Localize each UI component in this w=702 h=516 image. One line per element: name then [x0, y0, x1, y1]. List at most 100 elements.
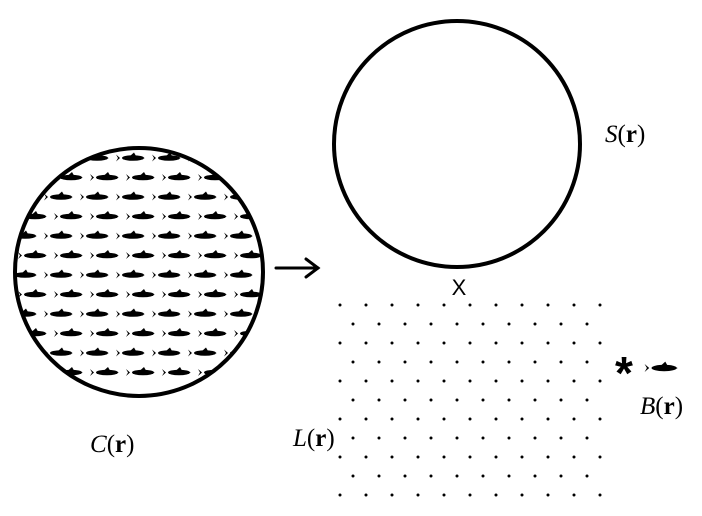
lattice-dot [377, 474, 381, 478]
fish-glyph [188, 347, 217, 357]
lattice-dot [585, 436, 589, 440]
lattice-dot [585, 360, 589, 364]
lattice-dot [338, 379, 342, 383]
lattice-dot [429, 436, 433, 440]
fish-glyph [54, 328, 83, 337]
lattice-dot [455, 360, 459, 364]
lattice-dot [429, 360, 433, 364]
lattice-dot [559, 474, 563, 478]
lattice-dot [442, 341, 446, 345]
lattice-dot [585, 322, 589, 326]
fish-glyph [18, 367, 47, 376]
fish-glyph [188, 308, 217, 318]
lattice-dot [390, 341, 394, 345]
lattice-dot [416, 341, 420, 345]
fish-glyph [162, 328, 191, 337]
lattice-dot [585, 398, 589, 402]
lattice-dot [403, 360, 407, 364]
fish-glyph [15, 347, 37, 357]
lattice-dot [533, 360, 537, 364]
lattice-dot [403, 322, 407, 326]
fish-glyph [54, 250, 83, 259]
fish-glyph [44, 230, 73, 240]
fish-glyph [90, 211, 119, 220]
fish-glyph [126, 211, 155, 220]
fish-glyph [54, 289, 83, 298]
fish-glyph [90, 172, 119, 181]
lattice-dot [468, 455, 472, 459]
fish-glyph [162, 211, 191, 220]
population-circle [13, 146, 265, 398]
lattice-dot [507, 436, 511, 440]
fish-glyph [152, 347, 181, 357]
label-c: C(r) [90, 431, 134, 458]
lattice-dot [338, 493, 342, 497]
fish-glyph [152, 269, 181, 279]
fish-glyph [44, 269, 73, 279]
lattice-dot [364, 379, 368, 383]
fish-glyph [15, 191, 37, 201]
lattice-dot [481, 398, 485, 402]
dot-lattice [338, 303, 602, 497]
fish-glyph [198, 289, 227, 298]
lattice-dot [403, 398, 407, 402]
lattice-dot [338, 417, 342, 421]
lattice-dot [546, 379, 550, 383]
arrow-right-icon [274, 257, 321, 279]
fish-glyph [198, 328, 227, 337]
fish-glyph [126, 367, 155, 376]
lattice-dot [559, 398, 563, 402]
lattice-dot [429, 474, 433, 478]
star-mark: * [615, 347, 633, 399]
lattice-dot [598, 379, 602, 383]
lattice-dot [520, 493, 524, 497]
lattice-dot [572, 303, 576, 307]
fish-glyph [126, 172, 155, 181]
fish-glyph [162, 289, 191, 298]
fish-glyph [116, 230, 145, 240]
fish-glyph [15, 269, 37, 279]
fish-glyph [188, 269, 217, 279]
lattice-dot [403, 436, 407, 440]
lattice-dot [494, 303, 498, 307]
lattice-dot [416, 379, 420, 383]
lattice-dot [338, 455, 342, 459]
fish-glyph [80, 308, 109, 318]
fish-glyph [90, 367, 119, 376]
fish-glyph [126, 250, 155, 259]
fish-glyph [18, 250, 47, 259]
lattice-dot [481, 436, 485, 440]
fish-glyph [126, 289, 155, 298]
lattice-dot [416, 455, 420, 459]
lattice-dot [520, 417, 524, 421]
fish-glyph [116, 269, 145, 279]
lattice-dot [377, 398, 381, 402]
lattice-dot [442, 379, 446, 383]
fish-glyph [234, 367, 263, 376]
fish-glyph [234, 172, 263, 181]
fish-glyph [188, 230, 217, 240]
label-b: B(r) [640, 393, 683, 420]
lattice-dot [559, 360, 563, 364]
fish-glyph [198, 211, 227, 220]
lattice-dot [546, 417, 550, 421]
lattice-dot [468, 341, 472, 345]
lattice-dot [377, 360, 381, 364]
lattice-dot [494, 417, 498, 421]
lattice-dot [520, 341, 524, 345]
lattice-dot [572, 417, 576, 421]
fish-glyph [54, 211, 83, 220]
lattice-dot [598, 417, 602, 421]
fish-glyph [44, 152, 73, 162]
lattice-dot [520, 379, 524, 383]
lattice-dot [416, 417, 420, 421]
lattice-dot [429, 398, 433, 402]
lattice-dot [598, 493, 602, 497]
lattice-dot [494, 341, 498, 345]
fish-icon [644, 361, 678, 373]
lattice-dot [442, 417, 446, 421]
lattice-dot [520, 303, 524, 307]
lattice-dot [390, 303, 394, 307]
fish-glyph [80, 269, 109, 279]
